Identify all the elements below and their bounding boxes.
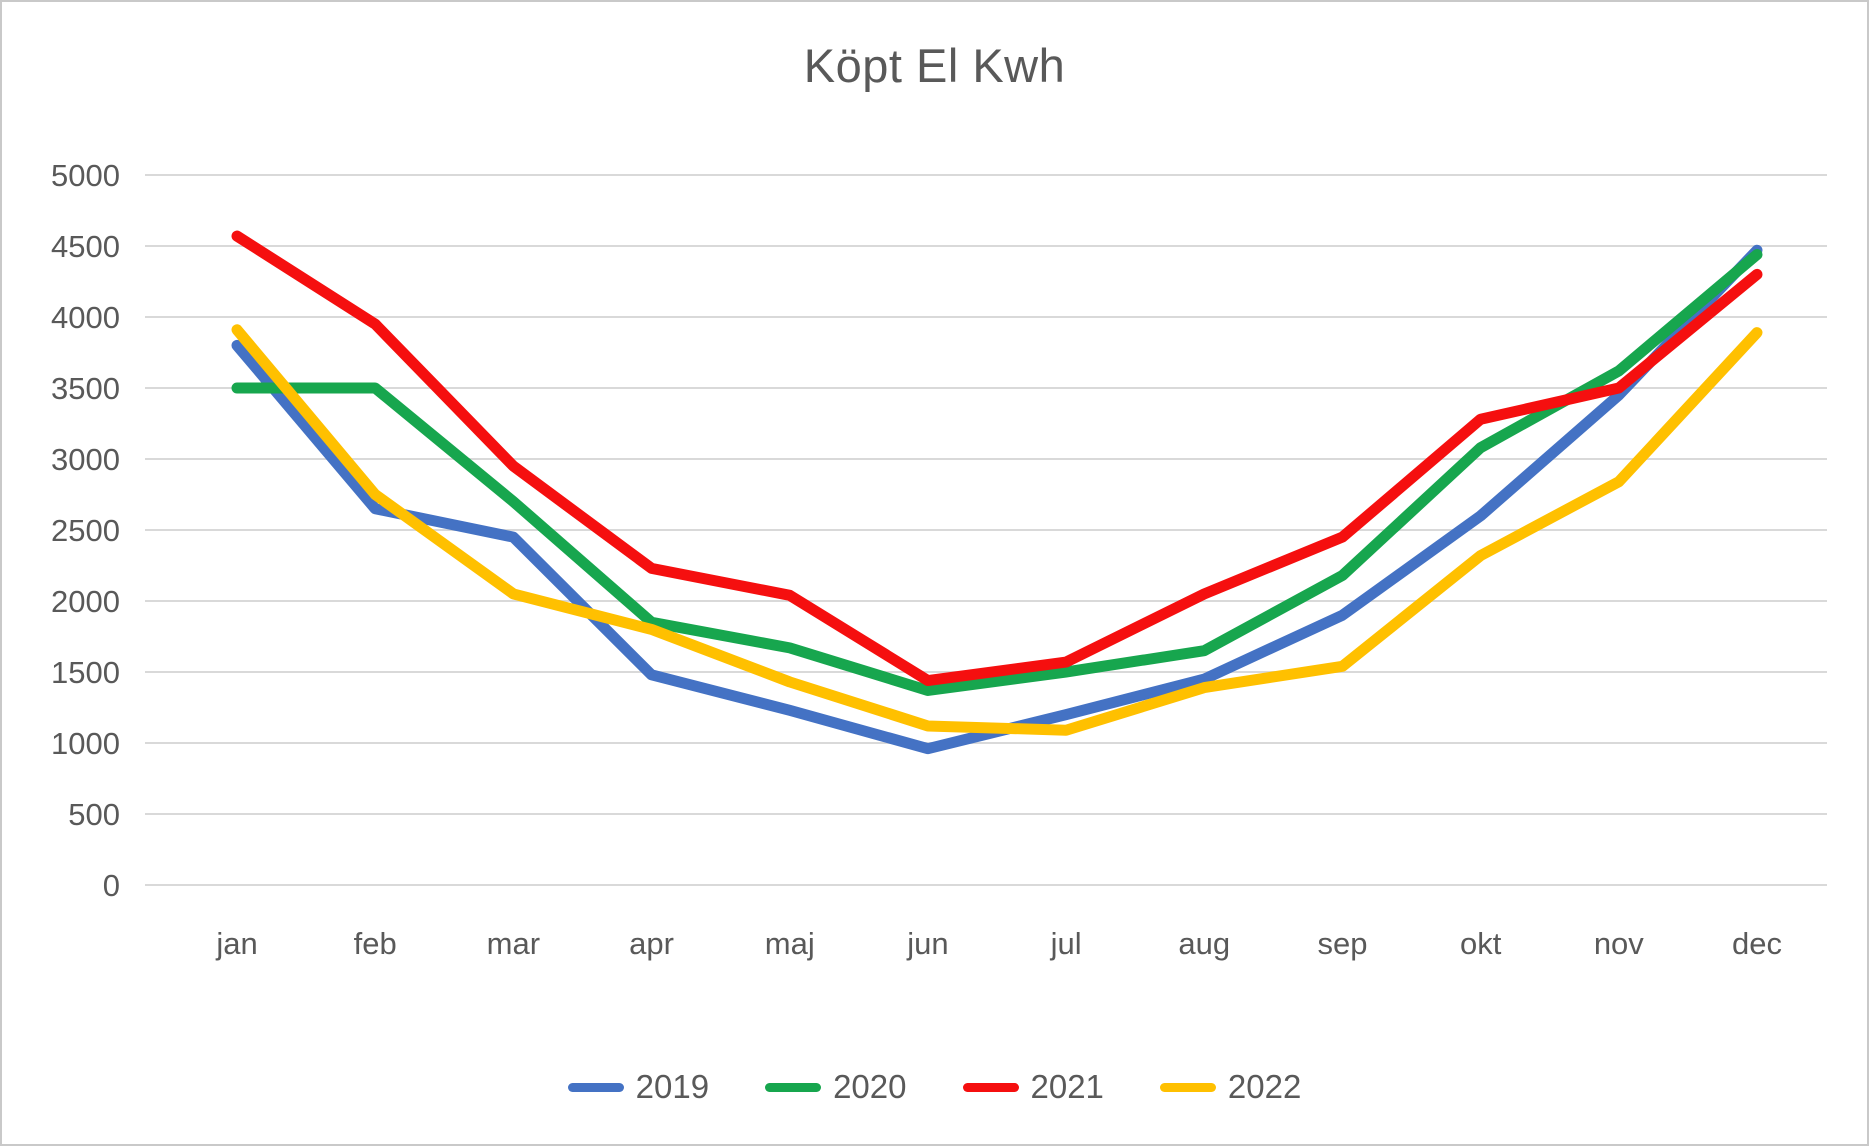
series-lines — [231, 230, 1763, 755]
legend-label-2021: 2021 — [1030, 1068, 1104, 1105]
x-tick-label-jun: jun — [906, 926, 948, 961]
x-tick-label-maj: maj — [765, 926, 815, 961]
x-tick-label-jul: jul — [1050, 926, 1082, 961]
x-tick-label-apr: apr — [629, 926, 674, 961]
x-tick-label-feb: feb — [354, 926, 397, 961]
y-tick-label: 2500 — [51, 513, 120, 548]
x-tick-label-mar: mar — [487, 926, 540, 961]
series-line-2021[interactable] — [231, 230, 1763, 687]
x-tick-label-okt: okt — [1460, 926, 1502, 961]
legend-item-2019[interactable]: 2019 — [567, 1068, 710, 1106]
y-tick-label: 5000 — [51, 158, 120, 193]
x-tick-label-dec: dec — [1732, 926, 1782, 961]
legend-label-2019: 2019 — [635, 1068, 710, 1105]
y-tick-label: 2000 — [51, 584, 120, 619]
y-tick-label: 1500 — [51, 655, 120, 690]
legend-label-2022: 2022 — [1227, 1068, 1302, 1105]
series-line-2022[interactable] — [231, 324, 1763, 736]
legend: 2019 2020 2021 2022 — [2, 1068, 1867, 1106]
y-tick-label: 0 — [103, 868, 120, 903]
x-tick-label-jan: jan — [215, 926, 257, 961]
chart-title: Köpt El Kwh — [803, 39, 1066, 92]
x-tick-label-sep: sep — [1317, 926, 1367, 961]
legend-swatch-icon-2020 — [765, 1082, 822, 1092]
y-tick-label: 4500 — [51, 229, 120, 264]
x-axis-labels: jan feb mar apr maj jun jul aug sep okt nov dec — [215, 926, 1782, 961]
y-axis-labels: 0 500 1000 1500 2000 2500 3000 3500 4000 4500 5000 — [51, 158, 120, 903]
legend-item-2022[interactable]: 2022 — [1159, 1068, 1302, 1106]
gridlines — [145, 174, 1827, 886]
series-line-2020[interactable] — [231, 249, 1763, 696]
legend-swatch-icon-2019 — [567, 1082, 624, 1092]
legend-item-2021[interactable]: 2021 — [962, 1068, 1104, 1106]
x-tick-label-aug: aug — [1178, 926, 1230, 961]
legend-label-2020: 2020 — [833, 1068, 907, 1105]
legend-swatch-icon-2022 — [1159, 1082, 1216, 1092]
y-tick-label: 3000 — [51, 442, 120, 477]
legend-item-2020[interactable]: 2020 — [765, 1068, 907, 1106]
legend-swatch-icon-2021 — [962, 1082, 1019, 1092]
y-tick-label: 1000 — [51, 726, 120, 761]
y-tick-label: 500 — [68, 797, 120, 832]
y-tick-label: 3500 — [51, 371, 120, 406]
y-tick-label: 4000 — [51, 300, 120, 335]
x-tick-label-nov: nov — [1594, 926, 1644, 961]
